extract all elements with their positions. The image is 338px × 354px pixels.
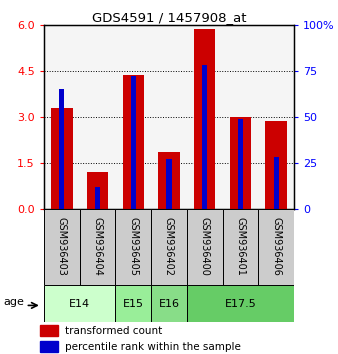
Bar bbox=[158, 152, 180, 209]
Bar bbox=[194, 29, 215, 209]
Bar bbox=[80, 209, 115, 285]
Bar bbox=[130, 76, 136, 209]
Bar bbox=[44, 209, 80, 285]
Text: GSM936406: GSM936406 bbox=[271, 217, 281, 276]
Bar bbox=[115, 285, 151, 322]
Text: GSM936401: GSM936401 bbox=[236, 217, 245, 276]
Text: GSM936405: GSM936405 bbox=[128, 217, 138, 276]
Bar bbox=[187, 285, 294, 322]
Bar bbox=[223, 209, 258, 285]
Text: E14: E14 bbox=[69, 298, 90, 309]
Bar bbox=[87, 172, 108, 209]
Bar bbox=[166, 159, 172, 209]
Bar bbox=[273, 157, 279, 209]
Text: transformed count: transformed count bbox=[66, 326, 163, 336]
Text: E17.5: E17.5 bbox=[224, 298, 256, 309]
Text: GSM936404: GSM936404 bbox=[93, 217, 102, 276]
Bar bbox=[151, 285, 187, 322]
Bar bbox=[95, 187, 100, 209]
Bar bbox=[151, 209, 187, 285]
Text: E16: E16 bbox=[159, 298, 179, 309]
Title: GDS4591 / 1457908_at: GDS4591 / 1457908_at bbox=[92, 11, 246, 24]
Bar bbox=[238, 119, 243, 209]
Bar bbox=[51, 108, 73, 209]
Bar bbox=[59, 89, 65, 209]
Bar bbox=[123, 75, 144, 209]
Bar bbox=[265, 121, 287, 209]
Bar bbox=[40, 341, 58, 353]
Bar bbox=[202, 65, 208, 209]
Bar bbox=[44, 285, 115, 322]
Bar bbox=[40, 325, 58, 336]
Bar bbox=[115, 209, 151, 285]
Text: percentile rank within the sample: percentile rank within the sample bbox=[66, 342, 241, 352]
Text: GSM936403: GSM936403 bbox=[57, 217, 67, 276]
Bar bbox=[187, 209, 223, 285]
Text: GSM936402: GSM936402 bbox=[164, 217, 174, 276]
Text: E15: E15 bbox=[123, 298, 144, 309]
Bar bbox=[230, 117, 251, 209]
Text: age: age bbox=[3, 297, 24, 307]
Bar bbox=[258, 209, 294, 285]
Text: GSM936400: GSM936400 bbox=[200, 217, 210, 276]
